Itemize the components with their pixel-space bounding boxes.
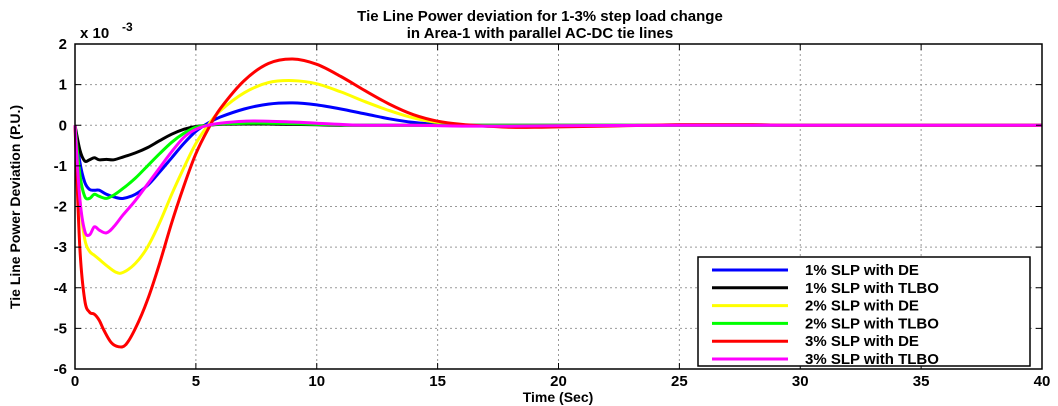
y-tick-label: -2	[54, 199, 67, 216]
x-tick-label: 5	[192, 373, 200, 390]
x-tick-label: 30	[792, 373, 809, 390]
x-tick-label: 0	[71, 373, 79, 390]
series-layer	[73, 57, 1042, 349]
x-tick-label: 15	[429, 373, 446, 390]
x-axis-label: Time (Sec)	[523, 389, 594, 405]
y-tick-labels: 2 1 0 -1 -2 -3 -4 -5 -6	[54, 36, 68, 378]
y-multiplier: x 10 -3	[80, 20, 133, 42]
chart-subtitle: in Area-1 with parallel AC-DC tie lines	[407, 25, 673, 42]
y-multiplier-base: x 10	[80, 25, 109, 42]
y-tick-label: -5	[54, 320, 67, 337]
y-tick-label: 0	[59, 117, 67, 134]
legend-label-1pct-slp-with-de: 1% SLP with DE	[805, 262, 919, 279]
series-line-3pct-slp-with-tlbo	[73, 119, 1042, 238]
x-tick-label: 40	[1034, 373, 1051, 390]
y-tick-label: -1	[54, 158, 67, 175]
y-tick-label: -4	[54, 280, 68, 297]
chart-title: Tie Line Power deviation for 1-3% step l…	[357, 8, 723, 25]
legend-label-2pct-slp-with-de: 2% SLP with DE	[805, 298, 919, 315]
legend-label-2pct-slp-with-tlbo: 2% SLP with TLBO	[805, 315, 939, 332]
x-tick-label: 35	[913, 373, 930, 390]
y-multiplier-exponent: -3	[122, 20, 133, 34]
x-tick-labels: 0 5 10 15 20 25 30 35 40	[71, 373, 1051, 390]
x-tick-label: 10	[308, 373, 325, 390]
legend-label-3pct-slp-with-tlbo: 3% SLP with TLBO	[805, 351, 939, 368]
y-tick-label: 1	[59, 77, 67, 94]
y-tick-label: -3	[54, 239, 67, 256]
legend-box	[697, 256, 1031, 367]
y-tick-label: 2	[59, 36, 67, 53]
x-tick-label: 25	[671, 373, 688, 390]
x-tick-label: 20	[550, 373, 567, 390]
y-axis-label: Tie Line Power Deviation (P.U.)	[7, 105, 23, 309]
legend-label-3pct-slp-with-de: 3% SLP with DE	[805, 333, 919, 350]
legend-label-1pct-slp-with-tlbo: 1% SLP with TLBO	[805, 280, 939, 297]
y-tick-label: -6	[54, 361, 67, 378]
